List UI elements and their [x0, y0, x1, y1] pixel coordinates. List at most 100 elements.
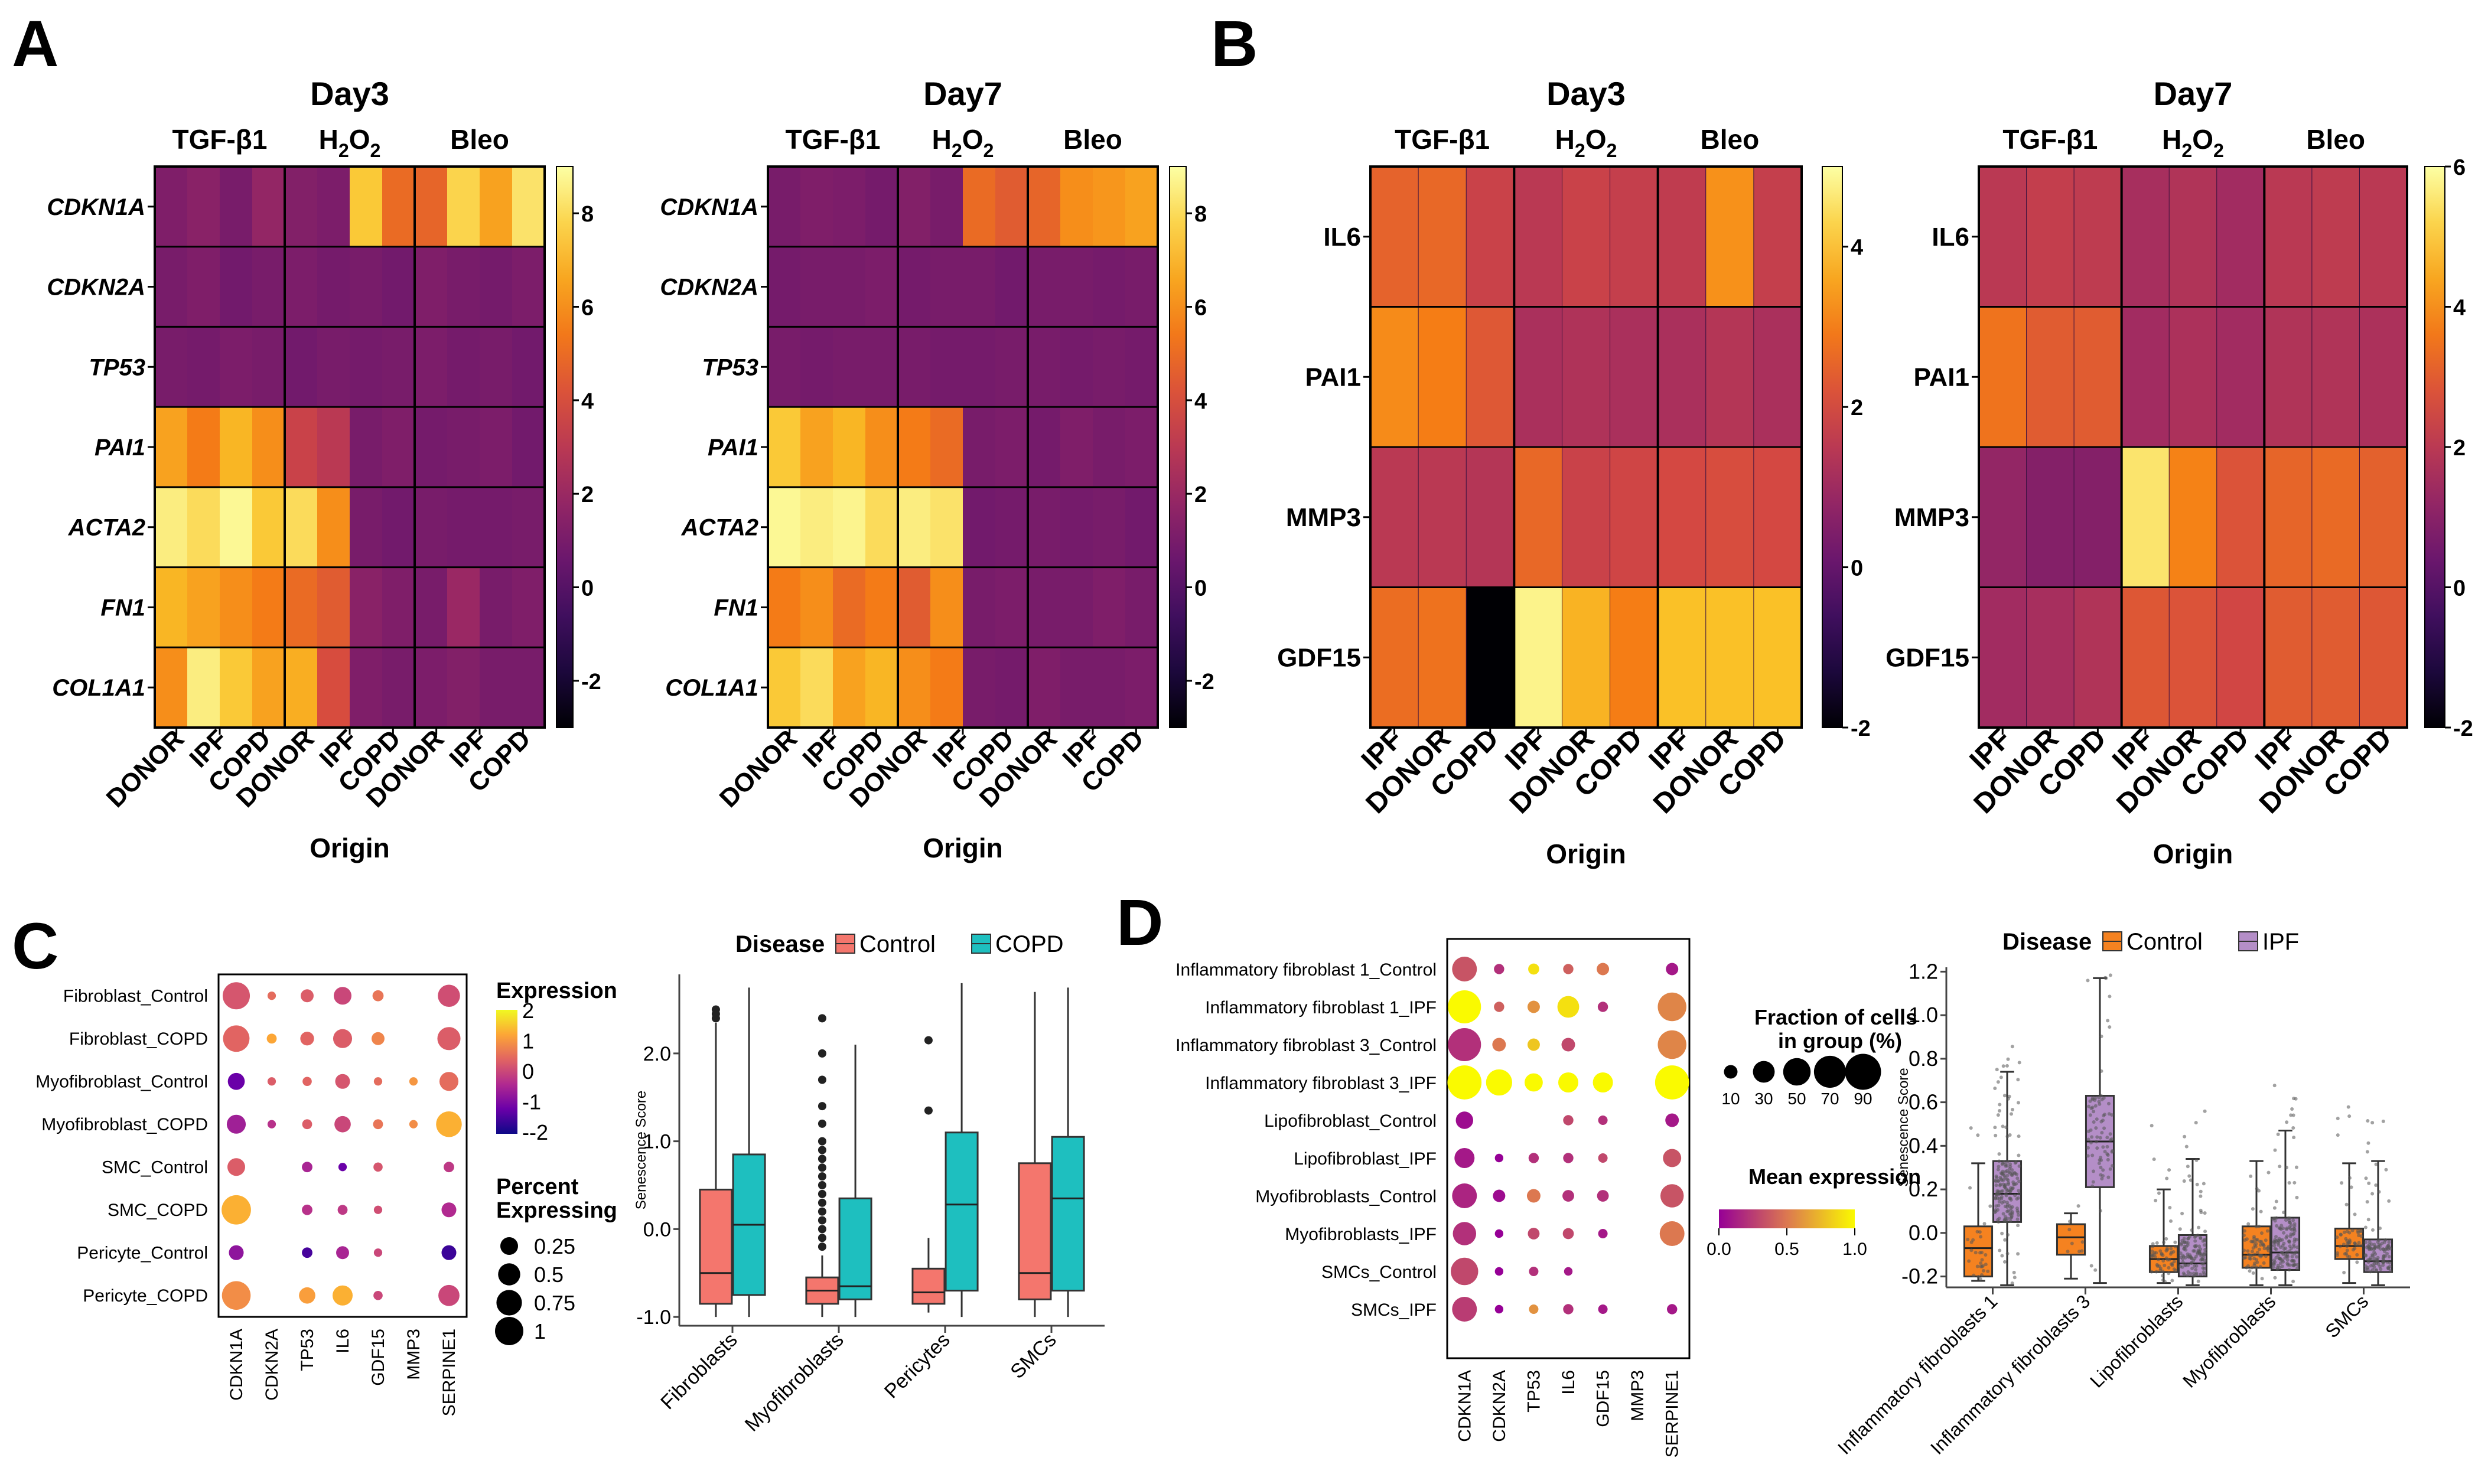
jitter-point [2150, 1124, 2154, 1128]
jitter-point [2011, 1180, 2015, 1184]
jitter-point [2187, 1174, 2191, 1178]
heatmap-cell [155, 407, 188, 488]
jitter-point [2357, 1234, 2361, 1238]
colorbar-tick-label: 4 [1851, 236, 1863, 260]
jitter-point [2103, 1150, 2107, 1154]
heatmap-cell [447, 567, 480, 648]
jitter-point [1984, 1253, 1988, 1257]
jitter-point [2199, 1247, 2203, 1251]
jitter-point [2016, 1078, 2020, 1082]
jitter-point [2017, 1153, 2021, 1157]
jitter-point [2154, 1199, 2158, 1203]
heatmap-cell [480, 327, 513, 407]
jitter-point [2381, 1261, 2385, 1265]
heatmap-cell [220, 246, 253, 327]
jitter-point [2103, 976, 2107, 980]
jitter-point [1980, 1258, 1984, 1262]
jitter-point [2386, 1267, 2391, 1271]
jitter-point [2262, 1247, 2266, 1251]
jitter-point [2097, 1100, 2101, 1104]
heatmap-cell [1705, 306, 1754, 448]
heatmap-cell [480, 407, 513, 488]
heatmap-title: Day3 [310, 75, 389, 112]
size-legend-dot [1783, 1058, 1811, 1086]
heatmap-cell [2121, 166, 2170, 308]
size-legend-dot [496, 1290, 522, 1316]
heatmap-cell [2073, 306, 2122, 448]
jitter-point [2184, 1263, 2188, 1267]
jitter-point [2151, 1244, 2155, 1248]
jitter-point [2009, 1112, 2013, 1116]
jitter-point [1969, 1248, 1974, 1253]
expression-tick-label: 1 [522, 1029, 534, 1054]
jitter-point [2093, 1104, 2098, 1108]
heatmap-cell [285, 246, 318, 327]
heatmap-cell [930, 327, 963, 407]
y-tick-label: 1.2 [1909, 959, 1938, 983]
row-label: Inflammatory fibroblast 1_Control [1175, 960, 1437, 980]
dot [372, 990, 384, 1002]
jitter-point [2252, 1237, 2256, 1241]
jitter-point [2014, 1160, 2018, 1165]
jitter-point [2172, 1260, 2176, 1264]
jitter-point [1976, 1274, 1981, 1278]
heatmap-cell [2359, 446, 2408, 588]
heatmap-cell [2216, 587, 2265, 728]
heatmap-cell [415, 567, 448, 648]
jitter-point [2005, 1209, 2010, 1214]
jitter-point [2002, 1094, 2007, 1098]
jitter-point [2290, 1254, 2294, 1258]
heatmap-cell [350, 327, 383, 407]
heatmap-cell [285, 327, 318, 407]
jitter-point [2254, 1225, 2258, 1229]
heatmap-title: Day7 [2154, 75, 2233, 112]
jitter-point [1998, 1176, 2002, 1180]
gene-label: CDKN2A [47, 275, 145, 301]
heatmap-cell [865, 647, 898, 728]
colorbar-tick-label: 0 [1194, 576, 1207, 601]
jitter-point [2180, 1241, 2184, 1245]
colorbar-tick-label: 0 [2453, 576, 2466, 601]
heatmap-cell [1093, 407, 1126, 488]
jitter-point [2186, 1270, 2190, 1274]
dot [1528, 963, 1539, 975]
jitter-point [2183, 1273, 2187, 1277]
heatmap-cell [1657, 587, 1707, 728]
jitter-point [2193, 1239, 2197, 1243]
heatmap-cell [1513, 587, 1563, 728]
heatmap-cell [1418, 446, 1467, 588]
heatmap-cell [1561, 306, 1611, 448]
jitter-point [2257, 1224, 2261, 1228]
heatmap-cell [2121, 587, 2170, 728]
panel-label-b: B [1211, 8, 1258, 80]
dot [373, 1162, 383, 1172]
jitter-point [2098, 1158, 2102, 1162]
jitter-point [2363, 1225, 2367, 1229]
heatmap-cell [1028, 487, 1061, 568]
jitter-point [2189, 1178, 2193, 1182]
heatmap-cell [800, 327, 833, 407]
jitter-point [2335, 1235, 2339, 1240]
heatmap-cell [833, 647, 866, 728]
jitter-point [2294, 1255, 2298, 1259]
heatmap-cell [1418, 166, 1467, 308]
heatmap-cell [930, 487, 963, 568]
dot [1452, 1183, 1477, 1208]
legend-title: Expression [496, 979, 617, 1003]
jitter-point [2005, 1251, 2010, 1255]
jitter-point [2346, 1105, 2350, 1109]
jitter-point [2202, 1266, 2206, 1270]
jitter-point [2242, 1248, 2246, 1253]
heatmap-cell [187, 167, 220, 247]
outlier-point [818, 1163, 826, 1172]
heatmap-cell [350, 167, 383, 247]
heatmap-cell [1418, 306, 1467, 448]
jitter-point [1996, 1167, 2000, 1172]
jitter-point [2108, 1025, 2112, 1029]
heatmap-cell [285, 407, 318, 488]
dot [373, 1077, 383, 1086]
row-label: SMCs_Control [1321, 1263, 1437, 1282]
jitter-point [2246, 1222, 2251, 1226]
jitter-point [2168, 1252, 2173, 1256]
jitter-point [2002, 1199, 2006, 1203]
